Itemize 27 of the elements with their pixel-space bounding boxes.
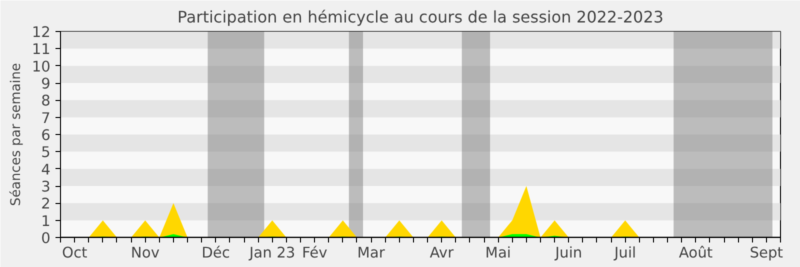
y-tick-label: 12 xyxy=(32,24,51,41)
y-tick-label: 9 xyxy=(41,76,51,92)
chart-title: Participation en hémicycle au cours de la session 2022-2023 xyxy=(177,8,664,26)
y-tick-label: 10 xyxy=(32,58,51,76)
x-tick-label: Déc xyxy=(202,244,230,262)
y-tick-label: 3 xyxy=(41,178,51,196)
x-tick-label: Fév xyxy=(302,244,328,262)
x-tick-label: Août xyxy=(678,244,713,262)
y-axis-title: Séances par semaine xyxy=(8,63,24,206)
y-tick-label: 4 xyxy=(41,161,51,178)
x-tick-label: Mar xyxy=(357,244,386,262)
x-tick-label: Mai xyxy=(485,244,511,262)
x-tick-label: Juin xyxy=(554,244,582,262)
y-tick-label: 11 xyxy=(32,41,51,58)
x-tick-label: Jan 23 xyxy=(248,244,296,262)
y-tick-label: 5 xyxy=(41,144,51,162)
x-tick-label: Oct xyxy=(62,244,88,262)
x-tick-label: Sept xyxy=(750,244,784,262)
x-tick-label: Juil xyxy=(613,244,636,262)
y-tick-label: 1 xyxy=(41,212,51,230)
y-tick-label: 2 xyxy=(41,196,51,213)
x-tick-label: Nov xyxy=(130,244,160,262)
y-tick-label: 0 xyxy=(41,230,51,247)
x-tick-label: Avr xyxy=(430,244,455,262)
y-tick-label: 7 xyxy=(41,110,51,127)
y-tick-label: 6 xyxy=(41,127,51,144)
y-tick-label: 8 xyxy=(41,92,51,110)
